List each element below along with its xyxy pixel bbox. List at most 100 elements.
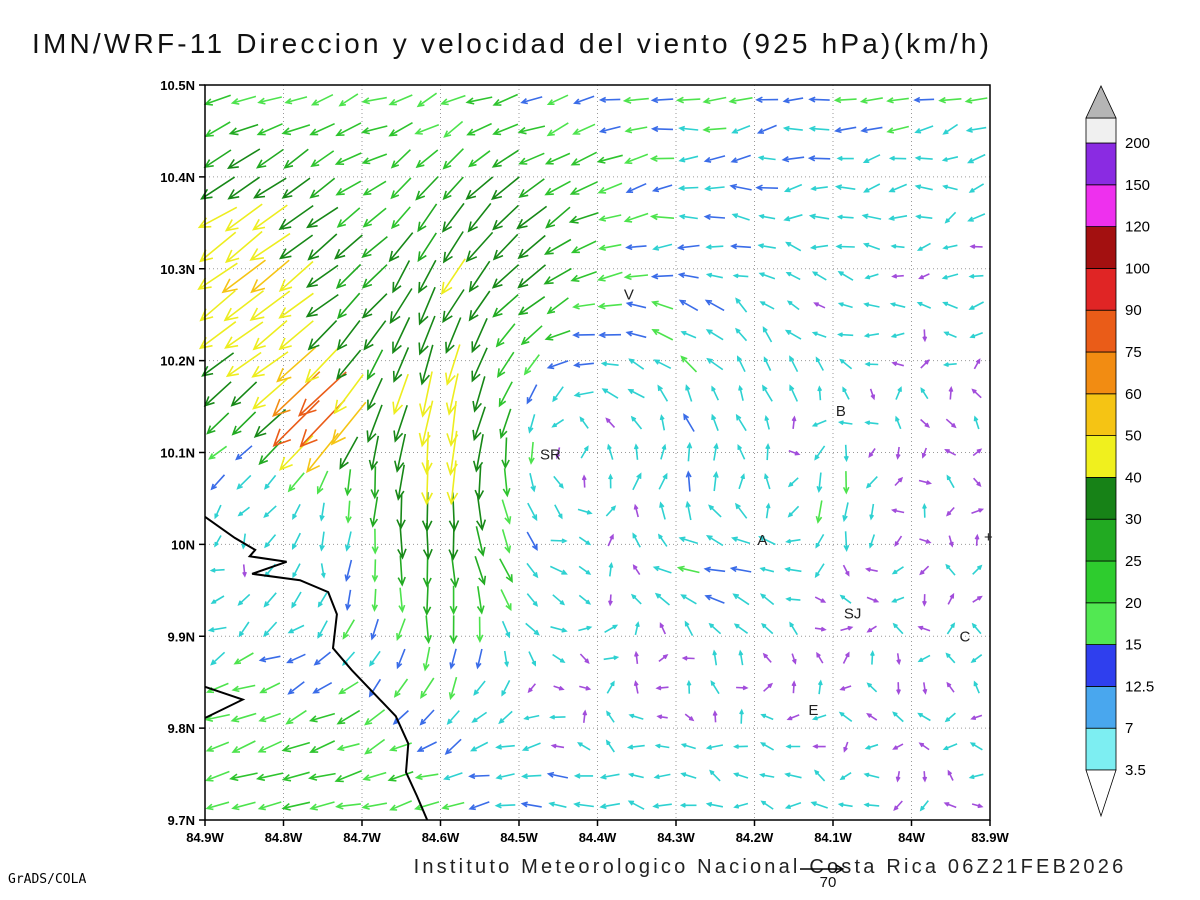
wind-arrow [272,371,321,417]
wind-arrow [206,412,230,435]
wind-arrow [650,125,674,133]
wind-arrow [703,566,726,573]
wind-arrow [756,124,777,134]
wind-arrow [608,561,614,577]
wind-arrow [257,801,282,811]
wind-arrow [862,154,881,163]
wind-arrow [868,534,876,549]
wind-arrow [263,621,278,638]
wind-arrow [868,448,876,459]
wind-arrow [705,329,724,341]
wind-arrow [785,271,801,281]
wind-arrow [209,567,225,573]
wind-arrow [446,460,459,506]
wind-arrow [523,354,540,376]
wind-arrow [237,593,251,606]
wind-arrow [418,259,437,294]
wind-arrow [705,272,723,279]
wind-arrow [474,556,487,586]
wind-arrow [704,185,725,192]
wind-arrow [708,622,722,635]
wind-arrow [550,538,568,544]
wind-arrow [917,625,931,632]
wind-arrow [864,273,879,280]
wind-arrow [317,592,328,608]
wind-arrow [525,622,540,636]
wind-arrow [205,682,229,694]
wind-arrow [633,503,639,518]
wind-arrow [633,443,639,460]
wind-arrow [597,182,623,194]
wind-arrow [287,472,305,493]
wind-arrow [680,355,698,373]
wind-arrow [784,802,802,809]
wind-arrow [543,267,572,285]
wind-arrow [416,92,438,108]
wind-arrow [945,418,957,429]
colorbar-label: 200 [1125,135,1150,152]
colorbar-label: 12.5 [1125,678,1154,695]
wind-arrow [866,682,878,693]
wind-arrow [526,562,539,579]
wind-arrow [494,802,516,809]
wind-arrow [394,464,405,501]
x-tick-label: 84.4W [579,830,617,845]
wind-arrow [445,373,459,416]
wind-arrow [920,359,930,369]
wind-arrow [943,802,957,809]
wind-arrow [946,681,955,693]
wind-arrow [361,96,387,105]
wind-arrow [973,680,980,694]
wind-arrow [520,801,542,808]
wind-arrow [948,386,954,400]
wind-arrow [916,301,932,309]
wind-arrow [603,655,620,661]
wind-arrow [523,714,540,721]
colorbar-segment [1085,644,1117,687]
wind-arrow [527,414,536,434]
wind-arrow [678,155,699,163]
wind-arrow [655,685,669,691]
x-tick-label: 84.2W [736,830,774,845]
wind-arrow [492,123,519,136]
wind-arrow [367,377,383,411]
wind-arrow [815,500,823,524]
wind-arrow [362,180,387,196]
wind-arrow [704,594,725,604]
wind-arrow [208,445,228,460]
wind-arrow [791,680,797,694]
wind-arrow [492,294,519,318]
wind-arrow [869,388,876,401]
wind-arrow [678,125,699,132]
wind-arrow [550,743,565,749]
wind-arrow [528,441,535,465]
wind-arrow [568,211,599,224]
wind-arrow [685,470,692,492]
plot-border [204,84,991,821]
wind-arrow [623,153,649,165]
wind-arrow [471,347,488,383]
wind-arrow [579,685,592,691]
wind-arrow [705,801,724,808]
wind-arrow [292,503,301,520]
wind-arrow [627,388,645,399]
wind-arrow [896,653,902,666]
wind-arrow [810,185,828,192]
wind-arrow [308,712,336,723]
wind-arrow [495,773,515,780]
wind-arrow [526,593,539,607]
wind-arrow [448,492,460,533]
wind-arrow [492,204,519,231]
wind-arrow [392,260,411,294]
wind-arrow [306,432,339,474]
wind-arrow [251,204,288,231]
wind-arrow [231,411,257,436]
wind-arrow [736,685,749,691]
wind-arrow [784,772,802,779]
wind-arrow [597,271,623,282]
wind-arrow [204,121,231,138]
wind-arrow [731,536,751,545]
wind-arrow [789,355,799,373]
wind-arrow [869,650,875,665]
wind-arrow [336,320,361,351]
